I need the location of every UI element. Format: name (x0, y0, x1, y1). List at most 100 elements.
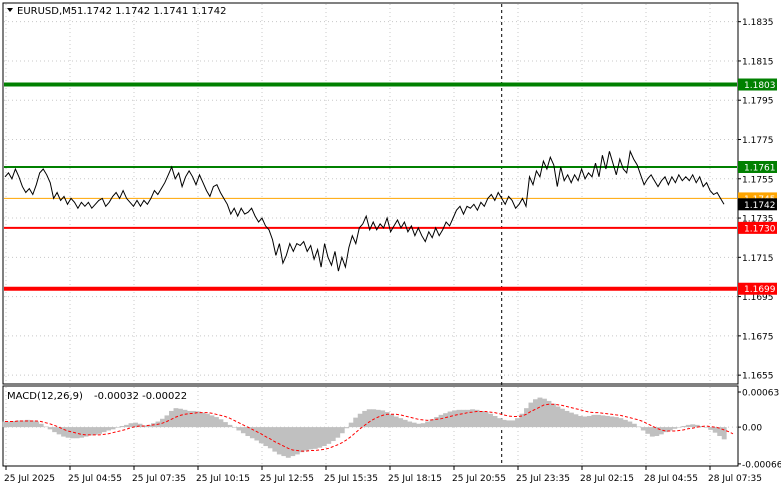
price-line[interactable] (4, 149, 725, 272)
macd-histogram-bar (178, 408, 183, 428)
macd-histogram-bar (182, 409, 188, 428)
price-tick-label: 1.1675 (742, 332, 774, 342)
macd-histogram-bar (528, 402, 534, 428)
macd-histogram-bar (533, 399, 538, 428)
macd-histogram-bar (218, 419, 224, 428)
symbol-label: EURUSD,M5 (17, 6, 77, 17)
macd-histogram-bar (501, 419, 507, 428)
macd-histogram-bar (245, 427, 251, 437)
time-tick-label: 25 Jul 04:55 (68, 474, 122, 484)
time-tick-label: 25 Jul 20:55 (452, 474, 506, 484)
time-tick-label: 25 Jul 18:15 (388, 474, 442, 484)
macd-histogram-bar (434, 417, 440, 428)
macd-histogram-bar (330, 427, 336, 442)
macd-histogram-bar (393, 416, 399, 428)
macd-histogram-bar (97, 427, 103, 434)
macd-histogram-bar (663, 427, 669, 433)
macd-histogram-bar (11, 420, 17, 428)
macd-histogram-bar (16, 420, 22, 428)
macd-histogram-bar (92, 427, 98, 435)
macd-histogram-bar (186, 410, 192, 428)
ohlc-values: 1.1742 1.1742 1.1741 1.1742 (77, 6, 227, 17)
macd-histogram-bar (546, 400, 552, 428)
macd-histogram-bar (618, 418, 624, 428)
macd-histogram-bar (362, 410, 368, 428)
dropdown-triangle-icon[interactable] (7, 8, 13, 12)
macd-histogram-bar (321, 427, 327, 447)
macd-header: MACD(12,26,9) -0.00032 -0.00022 (7, 391, 187, 402)
macd-histogram-bar (344, 427, 350, 429)
price-layer (4, 149, 725, 272)
macd-histogram-bar (604, 415, 610, 428)
time-tick-label: 25 Jul 15:35 (324, 474, 378, 484)
macd-histogram-bar (640, 427, 646, 431)
macd-histogram-bar (209, 415, 215, 428)
macd-histogram-bar (290, 427, 296, 457)
macd-histogram-bar (371, 409, 377, 428)
macd-histogram-bar (312, 427, 318, 449)
macd-histogram-bar (568, 412, 574, 428)
time-tick-label: 25 Jul 2025 (4, 474, 55, 484)
macd-histogram-bar (339, 427, 345, 434)
macd-histogram-bar (79, 427, 85, 438)
macd-histogram-bar (384, 412, 390, 428)
level-tag-resistance-high-bg (738, 78, 777, 91)
time-tick-label: 25 Jul 12:55 (260, 474, 314, 484)
macd-histogram-bar (47, 427, 53, 430)
macd-histogram-bar (173, 408, 179, 428)
macd-histogram-bar (447, 411, 453, 428)
price-panel[interactable] (2, 2, 739, 385)
macd-histogram-bar (398, 418, 404, 428)
macd-histogram-bar (672, 427, 678, 429)
macd-histogram-bar (366, 409, 372, 428)
macd-histogram-bar (416, 423, 422, 428)
price-tick-label: 1.1735 (742, 215, 774, 225)
price-tick-label: 1.1835 (742, 18, 774, 28)
macd-histogram-bar (577, 415, 583, 428)
macd-histogram-bar (240, 427, 246, 434)
chart-header: EURUSD,M5 1.1742 1.1742 1.1741 1.1742 (7, 6, 227, 17)
macd-histogram-bar (299, 427, 305, 453)
macd-histogram-bar (353, 417, 359, 428)
macd-histogram-bar (146, 424, 152, 428)
macd-histogram-bar (515, 418, 520, 428)
time-tick-label: 25 Jul 23:35 (516, 474, 570, 484)
macd-histogram-bar (550, 403, 556, 428)
time-tick-label: 28 Jul 04:55 (644, 474, 698, 484)
macd-histogram-bar (317, 427, 323, 448)
macd-histogram-bar (326, 427, 332, 444)
macd-histogram-bar (425, 421, 431, 428)
level-tag-resistance-bg (738, 160, 777, 173)
macd-histogram-bar (474, 409, 480, 428)
current-price-tag-bg (738, 198, 777, 211)
macd-tick-label: 0.00 (742, 424, 762, 434)
macd-histogram-bar (2, 421, 8, 428)
macd-histogram-bar (389, 414, 395, 428)
macd-histogram-bar (613, 417, 619, 428)
macd-histogram-bar (645, 427, 651, 434)
macd-histogram-bar (559, 408, 565, 428)
macd-histogram-bar (191, 410, 197, 428)
macd-histogram-bar (479, 410, 484, 428)
macd-histogram-bar (555, 406, 561, 428)
macd-histogram-bar (519, 413, 525, 428)
macd-histogram-bar (200, 412, 206, 428)
macd-histogram-bar (236, 427, 242, 431)
current-price-tag: 1.1742 (744, 201, 776, 211)
macd-histogram-bar (285, 427, 291, 458)
macd-histogram-bar (124, 424, 129, 428)
macd-histogram-bar (622, 419, 628, 428)
macd-histogram-bar (7, 421, 13, 428)
macd-histogram-bar (402, 419, 408, 428)
level-tag-support: 1.1730 (744, 224, 776, 234)
macd-histogram-bar (88, 427, 94, 436)
time-tick-label: 28 Jul 02:15 (580, 474, 634, 484)
macd-histogram-bar (636, 426, 642, 428)
macd-histogram-bar (465, 409, 471, 428)
macd-histogram-bar (524, 408, 529, 428)
macd-histogram-bar (52, 427, 58, 433)
macd-histogram-bar (137, 423, 143, 428)
macd-histogram-bar (267, 427, 273, 449)
